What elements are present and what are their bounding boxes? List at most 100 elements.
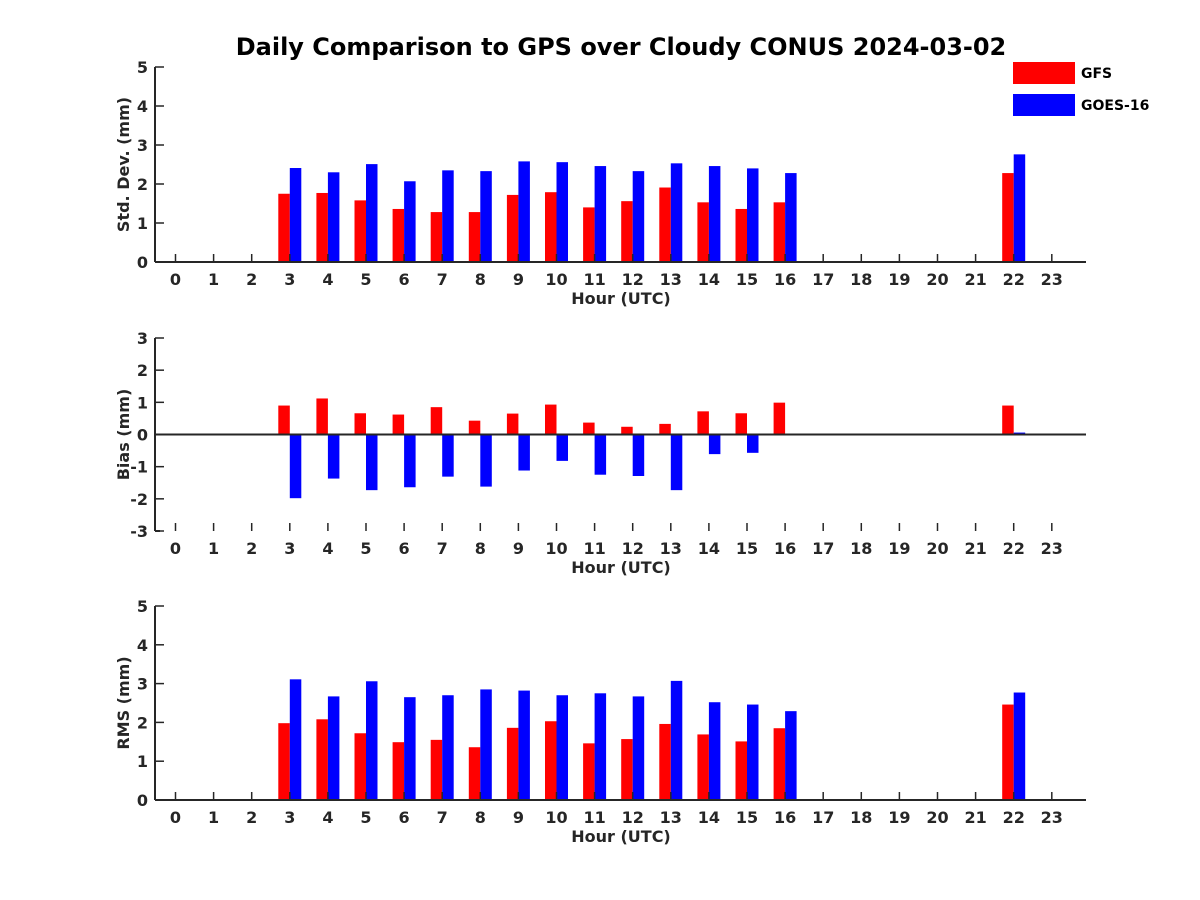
x-tick-label: 7 (437, 808, 448, 827)
bar-std-gfs-9 (506, 194, 519, 262)
legend-label-gfs: GFS (1081, 66, 1112, 82)
y-tick-label: 2 (137, 361, 148, 380)
y-tick-label: 3 (137, 329, 148, 348)
bar-std-goes16-3 (289, 168, 302, 262)
x-tick-label: 3 (284, 808, 295, 827)
x-tick-label: 11 (583, 539, 605, 558)
x-tick-label: 10 (545, 270, 567, 289)
bar-bias-gfs-22 (1002, 405, 1014, 435)
bar-rms-goes16-22 (1013, 692, 1026, 800)
bar-bias-goes16-14 (708, 434, 721, 455)
bar-std-gfs-15 (735, 208, 747, 262)
y-tick-label: 4 (137, 636, 148, 655)
x-tick-label: 1 (208, 539, 219, 558)
bar-bias-goes16-5 (366, 434, 378, 491)
bar-bias-gfs-6 (392, 414, 405, 435)
x-tick-label: 4 (322, 270, 333, 289)
bar-bias-goes16-12 (632, 434, 645, 476)
x-tick-label: 6 (399, 539, 410, 558)
bar-rms-gfs-3 (278, 723, 290, 800)
bar-rms-goes16-13 (670, 680, 683, 800)
x-tick-label: 12 (622, 808, 644, 827)
y-tick-label: 1 (137, 393, 148, 412)
bar-rms-goes16-4 (327, 696, 340, 800)
bar-std-gfs-12 (621, 201, 633, 262)
bar-bias-gfs-11 (583, 422, 595, 435)
y-tick-label: -1 (130, 458, 148, 477)
x-tick-label: 20 (926, 539, 948, 558)
x-tick-label: 5 (360, 808, 371, 827)
bar-rms-gfs-4 (316, 719, 328, 800)
x-axis-label: Hour (UTC) (571, 289, 671, 308)
bar-bias-gfs-12 (621, 426, 633, 435)
x-tick-label: 8 (475, 808, 486, 827)
x-tick-label: 0 (170, 808, 181, 827)
x-tick-label: 12 (622, 539, 644, 558)
bar-rms-gfs-15 (735, 741, 747, 800)
chart-title: Daily Comparison to GPS over Cloudy CONU… (236, 33, 1007, 61)
bar-bias-gfs-3 (278, 405, 290, 435)
bar-std-goes16-5 (366, 164, 378, 262)
x-tick-label: 11 (583, 808, 605, 827)
x-tick-label: 7 (437, 539, 448, 558)
bar-rms-goes16-8 (480, 689, 492, 800)
x-tick-label: 10 (545, 539, 567, 558)
bar-bias-gfs-5 (354, 413, 366, 435)
bar-rms-goes16-11 (594, 693, 607, 800)
panel-rms: 0 1 2 3 4 5 6 7 8 9 10 11 12 13 14 15 16 17 18 19 20 21 22 2301… (114, 597, 1086, 846)
bar-std-gfs-5 (354, 200, 366, 262)
bar-std-goes16-9 (518, 161, 530, 262)
x-tick-label: 22 (1003, 539, 1025, 558)
x-tick-label: 15 (736, 270, 758, 289)
x-axis-label: Hour (UTC) (571, 558, 671, 577)
x-tick-label: 9 (513, 270, 524, 289)
x-tick-label: 14 (698, 808, 720, 827)
x-tick-label: 0 (170, 539, 181, 558)
x-tick-label: 3 (284, 539, 295, 558)
y-tick-label: 3 (137, 136, 148, 155)
y-tick-label: 3 (137, 675, 148, 694)
y-tick-label: 1 (137, 214, 148, 233)
bar-std-gfs-7 (430, 212, 443, 262)
bar-std-gfs-14 (697, 202, 709, 262)
x-tick-label: 13 (660, 270, 682, 289)
x-tick-label: 4 (322, 539, 333, 558)
bar-std-goes16-11 (594, 166, 607, 262)
y-tick-label: 5 (137, 597, 148, 616)
y-tick-label: 0 (137, 253, 148, 272)
bar-bias-gfs-9 (506, 413, 519, 435)
bar-std-goes16-8 (480, 171, 492, 262)
bar-rms-goes16-6 (404, 697, 416, 800)
bar-std-gfs-8 (468, 212, 481, 262)
x-tick-label: 21 (964, 808, 986, 827)
x-tick-label: 16 (774, 539, 796, 558)
bar-std-goes16-14 (708, 166, 721, 262)
bar-rms-goes16-12 (632, 696, 645, 800)
bar-bias-goes16-9 (518, 434, 530, 471)
x-tick-label: 2 (246, 808, 257, 827)
bar-rms-gfs-5 (354, 733, 366, 800)
bar-std-gfs-16 (773, 202, 786, 262)
bar-rms-goes16-16 (785, 711, 797, 800)
y-tick-label: 4 (137, 97, 148, 116)
x-tick-label: 22 (1003, 270, 1025, 289)
x-tick-label: 8 (475, 539, 486, 558)
legend-swatch-gfs (1013, 62, 1075, 84)
x-tick-label: 19 (888, 539, 910, 558)
bar-rms-goes16-3 (289, 679, 302, 800)
x-tick-label: 7 (437, 270, 448, 289)
x-tick-label: 15 (736, 808, 758, 827)
bar-bias-goes16-8 (480, 434, 492, 487)
y-tick-label: 2 (137, 175, 148, 194)
bar-bias-goes16-10 (556, 434, 568, 461)
bar-std-goes16-4 (327, 172, 340, 262)
x-tick-label: 16 (774, 270, 796, 289)
y-tick-label: 5 (137, 58, 148, 77)
x-tick-label: 14 (698, 539, 720, 558)
x-tick-label: 15 (736, 539, 758, 558)
bar-rms-goes16-9 (518, 690, 530, 800)
bar-std-goes16-7 (442, 170, 454, 262)
x-tick-label: 16 (774, 808, 796, 827)
x-tick-label: 23 (1041, 270, 1063, 289)
